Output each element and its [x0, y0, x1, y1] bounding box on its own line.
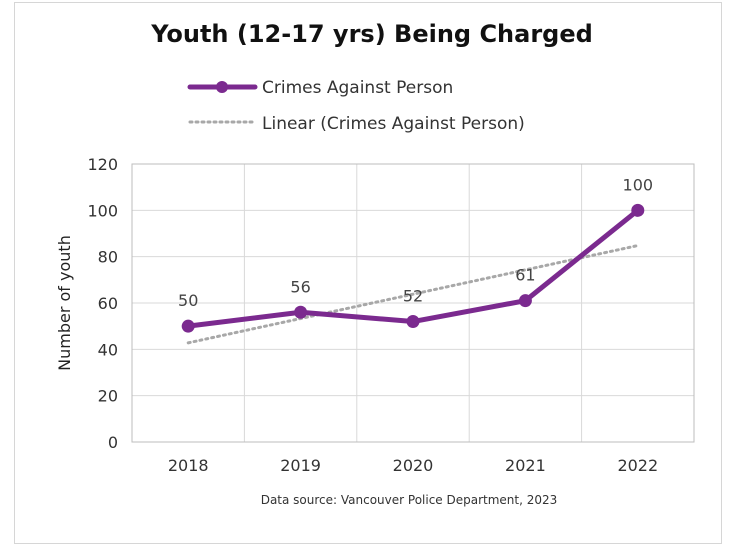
y-tick-label: 120	[87, 155, 118, 174]
y-tick-label: 60	[98, 294, 118, 313]
x-tick-label: 2019	[280, 456, 321, 475]
x-tick-label: 2018	[168, 456, 209, 475]
data-point	[181, 319, 195, 333]
y-tick-label: 80	[98, 248, 118, 267]
legend-series-marker	[216, 81, 228, 93]
x-tick-label: 2020	[393, 456, 434, 475]
x-tick-label: 2021	[505, 456, 546, 475]
data-label: 100	[623, 175, 654, 194]
legend-series-label: Crimes Against Person	[262, 78, 453, 98]
data-point	[294, 305, 308, 319]
line-chart: Crimes Against Person Linear (Crimes Aga…	[55, 78, 695, 507]
data-label: 61	[515, 266, 535, 285]
data-point	[406, 315, 420, 329]
data-source: Data source: Vancouver Police Department…	[261, 493, 558, 507]
y-axis-title: Number of youth	[55, 235, 74, 371]
chart-title: Youth (12-17 yrs) Being Charged	[151, 20, 593, 48]
x-axis-ticks: 2018 2019 2020 2021 2022	[168, 456, 658, 475]
x-tick-label: 2022	[617, 456, 658, 475]
series-line-crimes-against-person	[185, 207, 641, 329]
data-label: 52	[403, 287, 423, 306]
trendline	[186, 244, 640, 345]
data-points	[181, 203, 645, 333]
data-point	[518, 294, 532, 308]
y-tick-label: 0	[108, 433, 118, 452]
plot-area-border	[131, 163, 695, 443]
data-labels: 50 56 52 61 100	[178, 175, 653, 310]
y-tick-label: 40	[98, 340, 118, 359]
data-label: 50	[178, 291, 198, 310]
y-tick-label: 100	[87, 201, 118, 220]
y-axis-ticks: 0 20 40 60 80 100 120	[87, 155, 118, 452]
legend: Crimes Against Person Linear (Crimes Aga…	[187, 78, 525, 134]
legend-trendline-label: Linear (Crimes Against Person)	[262, 114, 525, 134]
y-tick-label: 20	[98, 387, 118, 406]
data-point	[631, 203, 645, 217]
data-label: 56	[290, 277, 310, 296]
